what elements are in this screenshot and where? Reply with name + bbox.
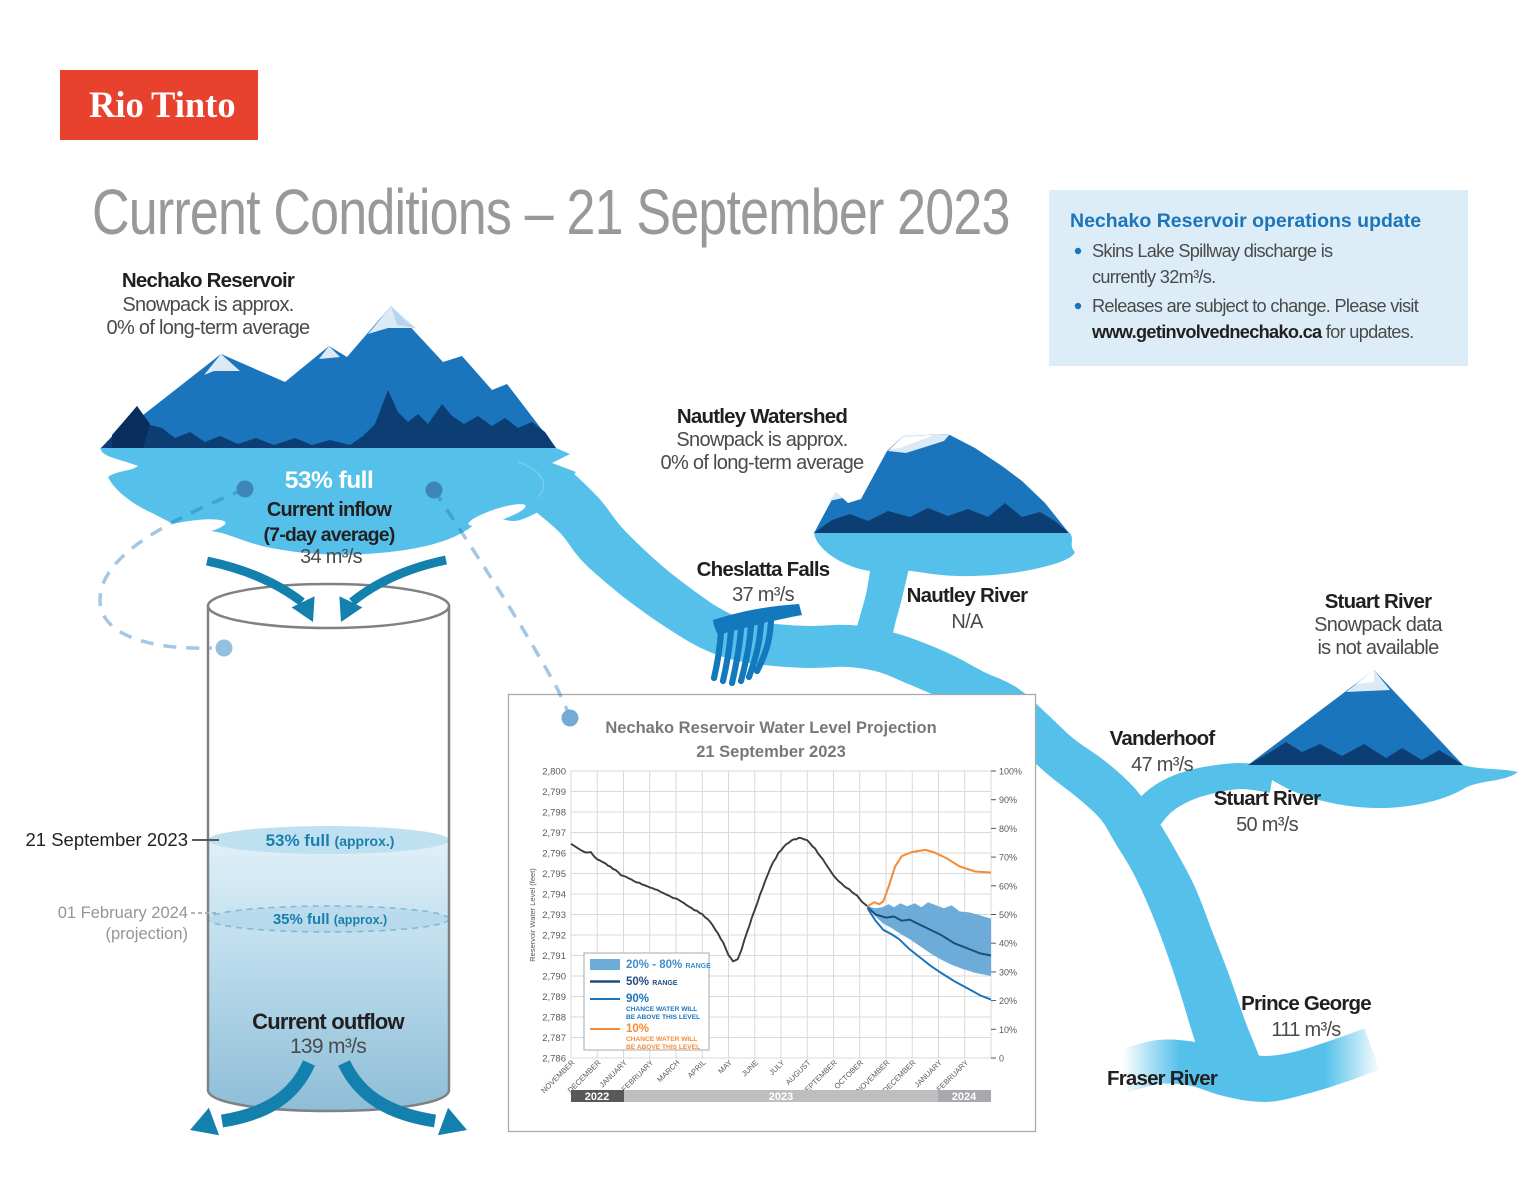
svg-text:2,799: 2,799 [542,787,566,798]
svg-text:100%: 100% [999,767,1022,777]
svg-text:2,792: 2,792 [542,931,566,942]
svg-text:111 m³/s: 111 m³/s [1271,1019,1341,1041]
svg-text:80%: 80% [999,824,1017,834]
svg-text:N/A: N/A [951,611,984,633]
svg-text:2,791: 2,791 [542,951,566,962]
svg-text:Nautley River: Nautley River [907,584,1028,607]
svg-text:53% full: 53% full [285,467,374,494]
svg-text:Snowpack is approx.: Snowpack is approx. [676,429,847,451]
svg-text:2022: 2022 [585,1091,609,1103]
svg-text:2,796: 2,796 [542,849,566,860]
svg-text:0% of long-term average: 0% of long-term average [661,452,864,474]
svg-text:www.getinvolvednechako.ca for: www.getinvolvednechako.ca for updates. [1091,322,1413,342]
svg-text:2,786: 2,786 [542,1054,566,1065]
svg-text:21 September 2023: 21 September 2023 [25,829,188,850]
svg-text:21 September 2023: 21 September 2023 [696,743,846,761]
svg-text:2024: 2024 [952,1091,977,1103]
svg-text:Nechako Reservoir operations u: Nechako Reservoir operations update [1070,210,1421,232]
svg-text:Vanderhoof: Vanderhoof [1110,727,1216,750]
svg-text:CHANCE WATER WILL: CHANCE WATER WILL [626,1036,697,1043]
svg-text:01 February 2024: 01 February 2024 [58,904,188,922]
svg-text:Snowpack data: Snowpack data [1314,614,1443,636]
svg-text:53% full (approx.): 53% full (approx.) [266,831,395,850]
svg-text:20%: 20% [999,996,1017,1006]
svg-text:currently 32m³/s.: currently 32m³/s. [1092,267,1216,287]
svg-text:Stuart River: Stuart River [1325,590,1432,613]
svg-text:37 m³/s: 37 m³/s [732,584,794,606]
svg-text:0% of long-term average: 0% of long-term average [107,317,310,339]
svg-text:Rio Tinto: Rio Tinto [89,84,236,125]
svg-text:Cheslatta Falls: Cheslatta Falls [697,558,830,581]
svg-text:30%: 30% [999,967,1017,977]
svg-text:2,793: 2,793 [542,910,566,921]
svg-text:Stuart River: Stuart River [1214,787,1321,810]
svg-text:2,800: 2,800 [542,767,566,778]
svg-text:CHANCE WATER WILL: CHANCE WATER WILL [626,1006,697,1013]
svg-text:Current inflow: Current inflow [267,499,393,521]
svg-text:34 m³/s: 34 m³/s [300,546,362,568]
svg-text:2023: 2023 [769,1091,793,1103]
svg-text:2,790: 2,790 [542,972,566,983]
svg-text:Nautley Watershed: Nautley Watershed [677,405,847,428]
svg-text:139 m³/s: 139 m³/s [290,1035,366,1058]
svg-text:Nechako Reservoir Water Level: Nechako Reservoir Water Level Projection [605,719,936,737]
svg-text:Nechako Reservoir: Nechako Reservoir [122,269,295,292]
svg-text:40%: 40% [999,939,1017,949]
svg-text:35% full (approx.): 35% full (approx.) [273,911,387,928]
svg-text:2,797: 2,797 [542,828,566,839]
svg-text:(projection): (projection) [105,925,188,943]
svg-text:Reservoir Water Level (feet): Reservoir Water Level (feet) [528,868,537,962]
svg-text:90%: 90% [999,795,1017,805]
svg-text:Prince George: Prince George [1241,992,1371,1015]
svg-text:2,788: 2,788 [542,1013,566,1024]
svg-text:50 m³/s: 50 m³/s [1236,814,1298,836]
svg-text:10%: 10% [626,1023,649,1035]
svg-text:Current outflow: Current outflow [252,1009,405,1034]
svg-text:2,798: 2,798 [542,808,566,819]
svg-text:47 m³/s: 47 m³/s [1131,754,1193,776]
svg-text:is not available: is not available [1317,637,1439,659]
svg-text:Snowpack is approx.: Snowpack is approx. [122,294,293,316]
svg-text:10%: 10% [999,1025,1017,1035]
svg-text:2,789: 2,789 [542,992,566,1003]
svg-text:2,794: 2,794 [542,890,566,901]
svg-text:50%: 50% [999,910,1017,920]
svg-text:Fraser River: Fraser River [1107,1067,1218,1090]
svg-text:Current Conditions – 21 Septem: Current Conditions – 21 September 2023 [92,177,1010,248]
svg-text:70%: 70% [999,853,1017,863]
svg-text:(7-day average): (7-day average) [263,524,394,546]
svg-text:90%: 90% [626,993,649,1005]
svg-text:Skins Lake Spillway discharge: Skins Lake Spillway discharge is [1092,241,1333,261]
svg-text:Releases are subject to change: Releases are subject to change. Please v… [1092,296,1419,316]
svg-text:BE ABOVE THIS LEVEL: BE ABOVE THIS LEVEL [626,1014,700,1021]
svg-text:60%: 60% [999,881,1017,891]
svg-text:2,787: 2,787 [542,1033,566,1044]
svg-text:BE ABOVE THIS LEVEL: BE ABOVE THIS LEVEL [626,1044,700,1051]
svg-text:0: 0 [999,1054,1004,1064]
svg-text:2,795: 2,795 [542,869,566,880]
